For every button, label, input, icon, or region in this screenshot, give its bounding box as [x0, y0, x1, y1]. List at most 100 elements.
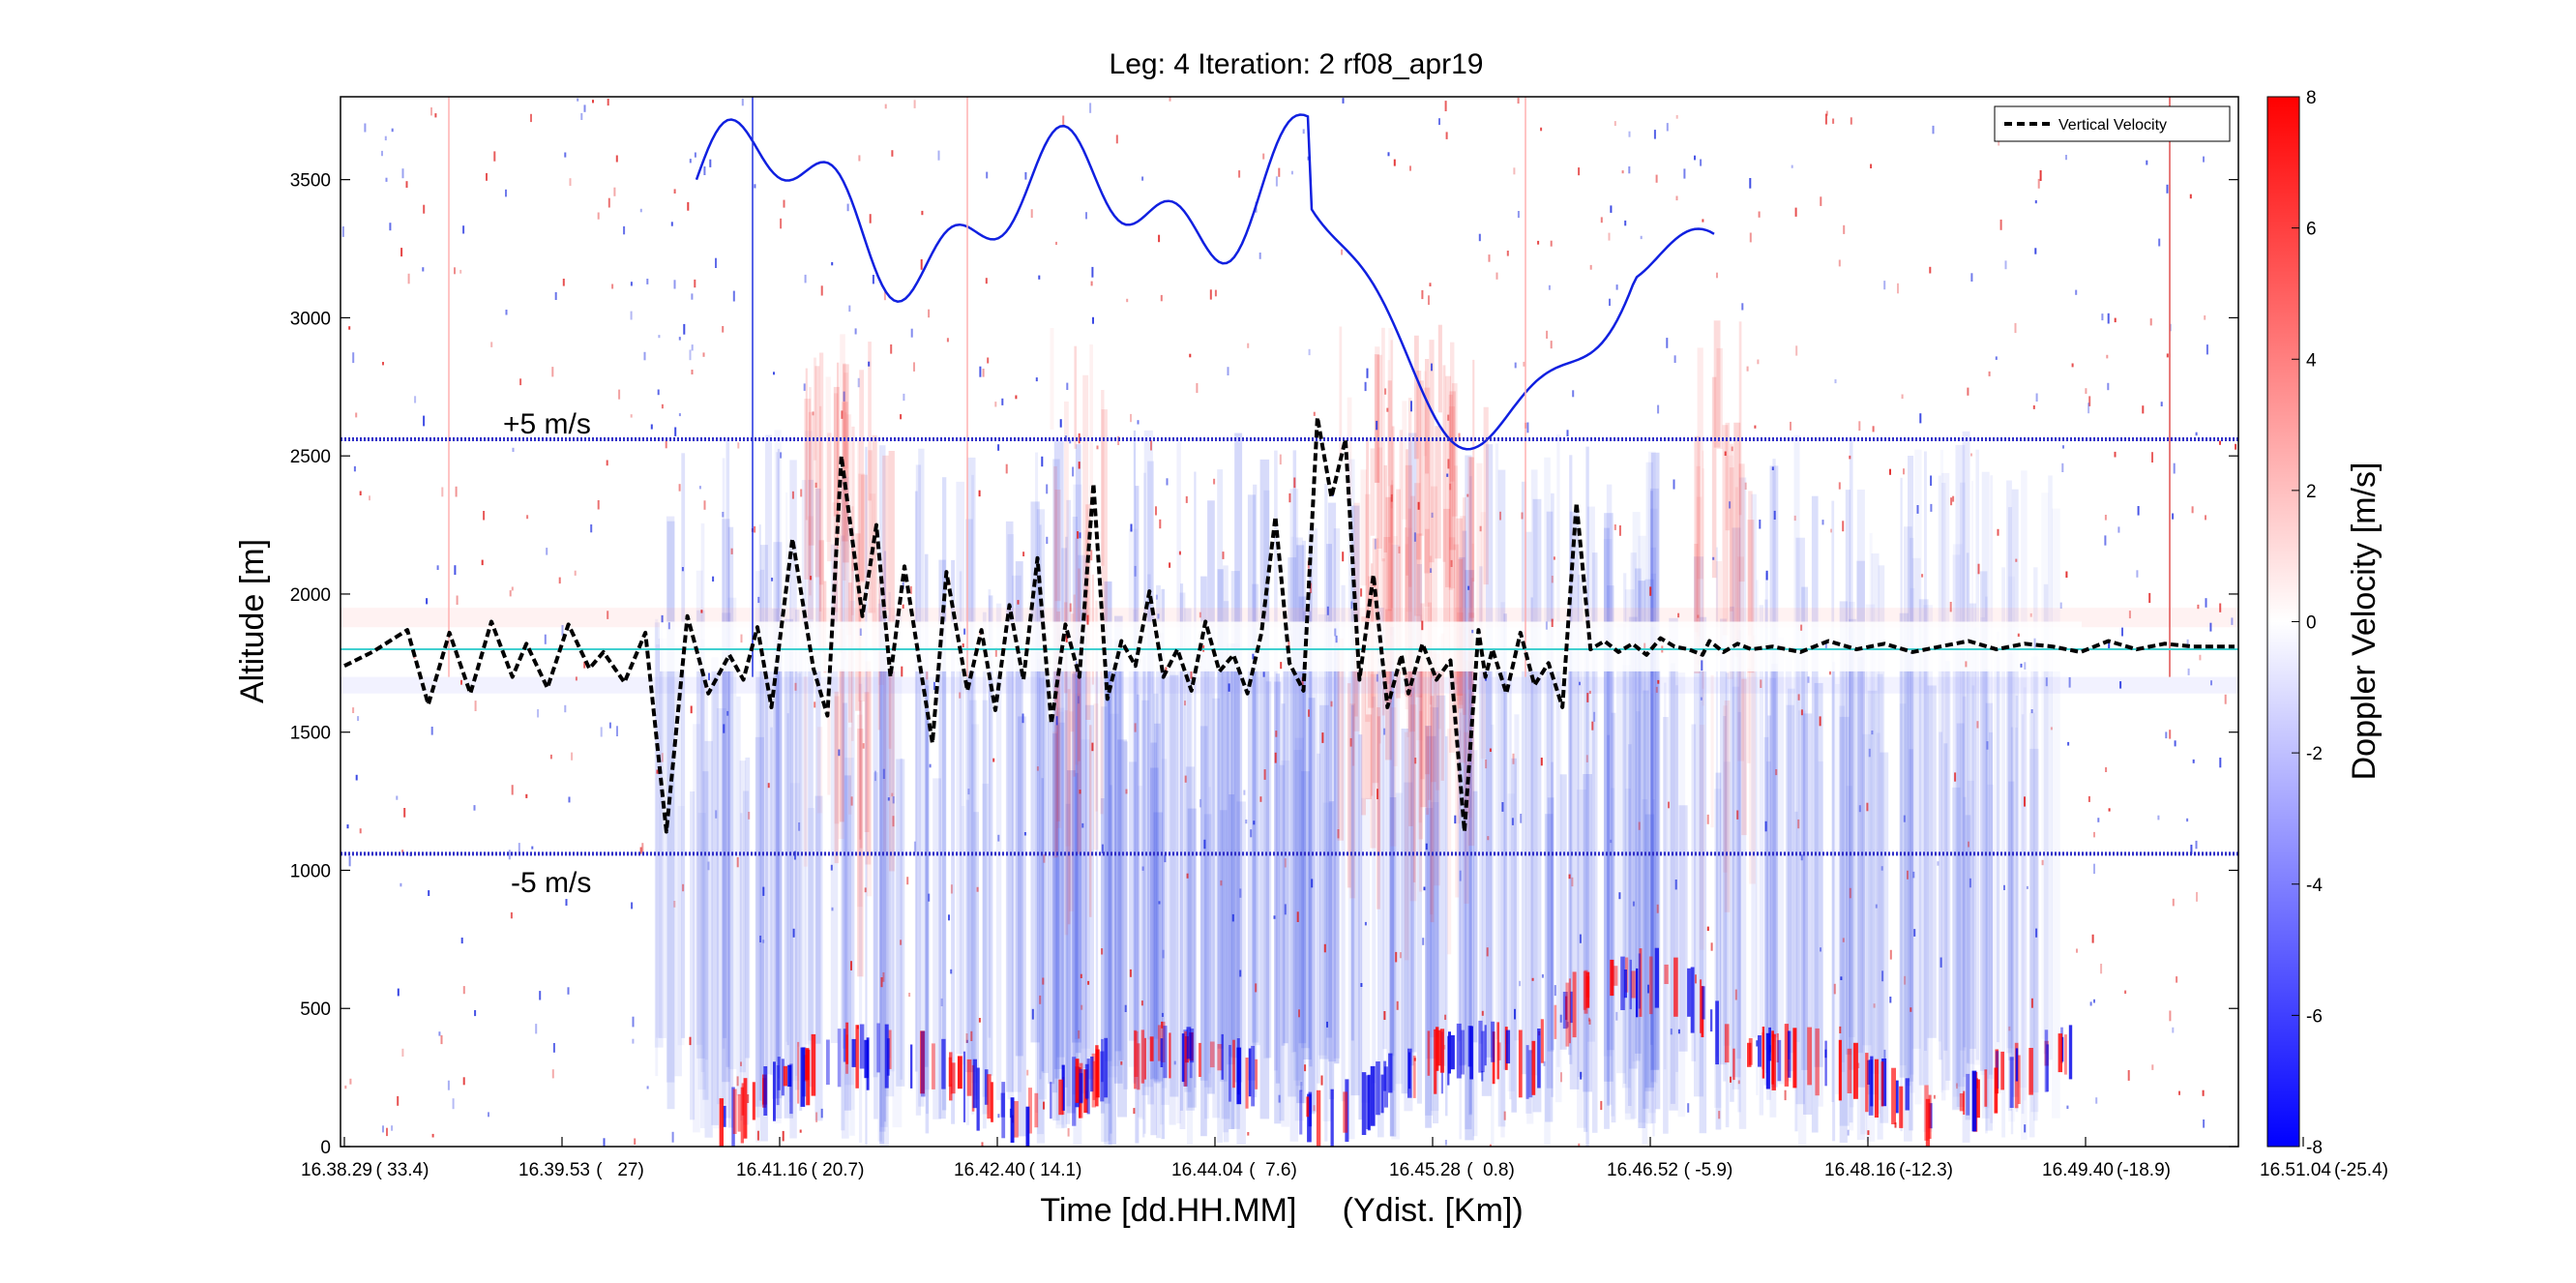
- heatmap-cell: [825, 376, 831, 542]
- heatmap-speckle: [2209, 622, 2212, 632]
- heatmap-speckle: [1706, 814, 1709, 824]
- heatmap-speckle: [1695, 974, 1697, 984]
- heatmap-speckle: [1858, 805, 1861, 813]
- heatmap-cell: [1056, 612, 1060, 821]
- heatmap-speckle: [2085, 388, 2087, 394]
- heatmap-speckle: [656, 769, 659, 774]
- colorbar-label: Doppler Velocity [m/s]: [2346, 462, 2383, 781]
- heatmap-speckle: [1566, 1022, 1569, 1028]
- heatmap-speckle: [526, 515, 529, 520]
- heatmap-speckle: [554, 292, 557, 300]
- heatmap-speckle: [530, 113, 532, 123]
- heatmap-cell: [1375, 346, 1380, 484]
- heatmap-speckle: [1022, 713, 1024, 724]
- heatmap-cell: [1644, 579, 1654, 1091]
- heatmap-cell: [1377, 354, 1382, 549]
- heatmap-speckle: [1185, 495, 1188, 503]
- heatmap-cell: [1732, 686, 1740, 1089]
- heatmap-cell: [1952, 787, 1961, 1111]
- x-axis-label: Time [dd.HH.MM] (Ydist. [Km]): [1040, 1192, 1523, 1229]
- heatmap-speckle: [1540, 758, 1543, 766]
- heatmap-cell: [1908, 456, 1914, 1082]
- heatmap-cell: [1962, 696, 1967, 1078]
- heatmap-speckle: [1797, 819, 1800, 829]
- heatmap-cell: [1350, 704, 1354, 1041]
- heatmap-speckle: [1228, 683, 1230, 692]
- surface-echo: [1690, 967, 1695, 1033]
- y-axis-label: Altitude [m]: [234, 539, 271, 703]
- heatmap-cell: [1030, 501, 1040, 1043]
- heatmap-speckle: [1022, 552, 1025, 556]
- surface-echo: [1217, 1044, 1223, 1071]
- surface-echo: [1639, 948, 1643, 1017]
- heatmap-cell: [1361, 616, 1366, 816]
- heatmap-speckle: [1467, 585, 1470, 590]
- heatmap-speckle: [1881, 970, 1884, 982]
- heatmap-speckle: [1417, 501, 1420, 510]
- heatmap-speckle: [2157, 815, 2160, 821]
- heatmap-cell: [700, 522, 705, 1072]
- surface-echo: [1865, 1053, 1869, 1113]
- heatmap-speckle: [1161, 1012, 1164, 1017]
- heatmap-speckle: [2146, 160, 2148, 165]
- heatmap-speckle: [1410, 401, 1412, 412]
- surface-echo: [1084, 1063, 1089, 1099]
- surface-echo: [723, 1105, 726, 1127]
- heatmap-speckle: [1501, 802, 1504, 812]
- heatmap-cell: [1456, 518, 1464, 696]
- heatmap-cell: [1663, 717, 1669, 1134]
- heatmap-cell: [1955, 444, 1966, 1088]
- heatmap-speckle: [1199, 612, 1201, 618]
- heatmap-speckle: [780, 452, 783, 459]
- heatmap-speckle: [1821, 520, 1824, 525]
- heatmap-speckle: [574, 570, 577, 576]
- heatmap-speckle: [921, 210, 924, 216]
- heatmap-cell: [1389, 485, 1393, 636]
- heatmap-speckle: [639, 208, 642, 213]
- heatmap-speckle: [1055, 241, 1057, 246]
- heatmap-speckle: [1903, 815, 1906, 822]
- heatmap-speckle: [1186, 873, 1189, 879]
- heatmap-speckle: [428, 890, 430, 896]
- heatmap-speckle: [613, 187, 616, 196]
- heatmap-cell: [1350, 505, 1360, 1096]
- colorbar-tick-label: 0: [2306, 613, 2317, 634]
- heatmap-cell: [1748, 491, 1753, 636]
- heatmap-speckle: [712, 576, 715, 582]
- heatmap-speckle: [1446, 473, 1449, 477]
- heatmap-speckle: [618, 389, 621, 400]
- heatmap-speckle: [1489, 748, 1492, 752]
- heatmap-speckle: [561, 625, 564, 636]
- heatmap-speckle: [678, 484, 681, 492]
- heatmap-speckle: [2172, 513, 2175, 520]
- heatmap-cell: [789, 783, 800, 1081]
- heatmap-speckle: [389, 223, 392, 231]
- heatmap-speckle: [423, 415, 426, 427]
- heatmap-cell: [1927, 685, 1937, 1038]
- heatmap-cell: [1675, 685, 1678, 1072]
- heatmap-speckle: [2128, 611, 2131, 619]
- heatmap-speckle: [1939, 957, 1942, 968]
- heatmap-speckle: [1157, 613, 1160, 619]
- heatmap-speckle: [369, 495, 370, 501]
- surface-echo: [1255, 1059, 1258, 1089]
- heatmap-cell: [1056, 722, 1065, 1058]
- heatmap-speckle: [846, 203, 849, 212]
- heatmap-speckle: [1668, 801, 1670, 809]
- heatmap-cell: [1865, 604, 1876, 1142]
- heatmap-speckle: [979, 366, 982, 377]
- heatmap-cell: [924, 679, 931, 1090]
- surface-echo: [1732, 1048, 1735, 1081]
- heatmap-cell: [883, 551, 887, 1122]
- heatmap-speckle: [1511, 818, 1514, 825]
- heatmap-cell: [1153, 812, 1164, 1082]
- heatmap-speckle: [1546, 330, 1549, 339]
- heatmap-speckle: [723, 724, 725, 733]
- heatmap-cell: [1647, 451, 1656, 1114]
- heatmap-speckle: [641, 843, 644, 852]
- heatmap-cell: [1326, 544, 1332, 1038]
- heatmap-speckle: [1624, 220, 1627, 226]
- heatmap-cell: [1467, 457, 1473, 690]
- heatmap-speckle: [1643, 642, 1646, 651]
- heatmap-speckle: [1001, 398, 1004, 405]
